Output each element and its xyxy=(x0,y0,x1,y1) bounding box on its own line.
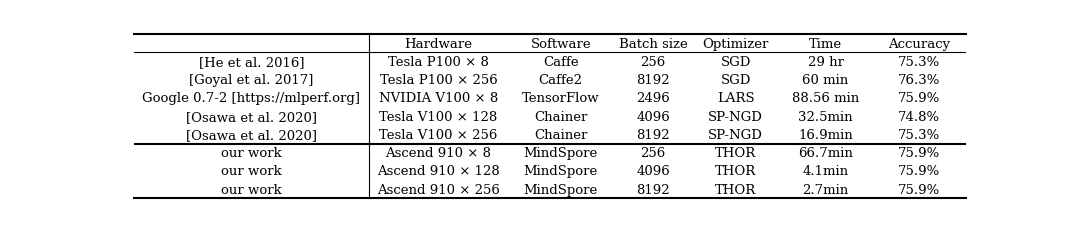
Text: Chainer: Chainer xyxy=(534,128,587,141)
Text: 75.9%: 75.9% xyxy=(898,92,940,105)
Text: Software: Software xyxy=(530,37,591,50)
Text: Hardware: Hardware xyxy=(405,37,472,50)
Text: Ascend 910 × 256: Ascend 910 × 256 xyxy=(377,183,500,196)
Text: THOR: THOR xyxy=(715,165,756,178)
Text: LARS: LARS xyxy=(717,92,754,105)
Text: SGD: SGD xyxy=(721,56,751,69)
Text: Tesla V100 × 128: Tesla V100 × 128 xyxy=(380,110,498,123)
Text: Accuracy: Accuracy xyxy=(888,37,951,50)
Text: 8192: 8192 xyxy=(636,74,670,87)
Text: 32.5min: 32.5min xyxy=(798,110,853,123)
Text: 74.8%: 74.8% xyxy=(898,110,940,123)
Text: 256: 256 xyxy=(641,56,665,69)
Text: [Osawa et al. 2020]: [Osawa et al. 2020] xyxy=(186,128,317,141)
Text: 75.3%: 75.3% xyxy=(898,128,940,141)
Text: 75.9%: 75.9% xyxy=(898,146,940,159)
Text: 75.9%: 75.9% xyxy=(898,183,940,196)
Text: MindSpore: MindSpore xyxy=(524,165,598,178)
Text: [Goyal et al. 2017]: [Goyal et al. 2017] xyxy=(189,74,313,87)
Text: 256: 256 xyxy=(641,146,665,159)
Text: 75.3%: 75.3% xyxy=(898,56,940,69)
Text: Google 0.7-2 [https://mlperf.org]: Google 0.7-2 [https://mlperf.org] xyxy=(143,92,361,105)
Text: 8192: 8192 xyxy=(636,128,670,141)
Text: [He et al. 2016]: [He et al. 2016] xyxy=(199,56,304,69)
Text: Chainer: Chainer xyxy=(534,110,587,123)
Text: Ascend 910 × 8: Ascend 910 × 8 xyxy=(385,146,491,159)
Text: Ascend 910 × 128: Ascend 910 × 128 xyxy=(377,165,500,178)
Text: SP-NGD: SP-NGD xyxy=(708,128,763,141)
Text: 76.3%: 76.3% xyxy=(898,74,940,87)
Text: Tesla P100 × 8: Tesla P100 × 8 xyxy=(388,56,489,69)
Text: 4096: 4096 xyxy=(636,110,670,123)
Text: TensorFlow: TensorFlow xyxy=(521,92,600,105)
Text: 29 hr: 29 hr xyxy=(808,56,843,69)
Text: 88.56 min: 88.56 min xyxy=(792,92,859,105)
Text: 2496: 2496 xyxy=(636,92,670,105)
Text: 60 min: 60 min xyxy=(803,74,849,87)
Text: Time: Time xyxy=(809,37,842,50)
Text: Caffe: Caffe xyxy=(543,56,578,69)
Text: Caffe2: Caffe2 xyxy=(539,74,583,87)
Text: [Osawa et al. 2020]: [Osawa et al. 2020] xyxy=(186,110,317,123)
Text: THOR: THOR xyxy=(715,183,756,196)
Text: NVIDIA V100 × 8: NVIDIA V100 × 8 xyxy=(379,92,498,105)
Text: 66.7min: 66.7min xyxy=(798,146,853,159)
Text: Optimizer: Optimizer xyxy=(703,37,769,50)
Text: our work: our work xyxy=(221,146,282,159)
Text: 4096: 4096 xyxy=(636,165,670,178)
Text: MindSpore: MindSpore xyxy=(524,183,598,196)
Text: our work: our work xyxy=(221,183,282,196)
Text: Tesla V100 × 256: Tesla V100 × 256 xyxy=(379,128,498,141)
Text: our work: our work xyxy=(221,165,282,178)
Text: Tesla P100 × 256: Tesla P100 × 256 xyxy=(380,74,498,87)
Text: SP-NGD: SP-NGD xyxy=(708,110,763,123)
Text: 2.7min: 2.7min xyxy=(803,183,849,196)
Text: SGD: SGD xyxy=(721,74,751,87)
Text: Batch size: Batch size xyxy=(619,37,688,50)
Text: MindSpore: MindSpore xyxy=(524,146,598,159)
Text: 8192: 8192 xyxy=(636,183,670,196)
Text: 4.1min: 4.1min xyxy=(803,165,849,178)
Text: THOR: THOR xyxy=(715,146,756,159)
Text: 75.9%: 75.9% xyxy=(898,165,940,178)
Text: 16.9min: 16.9min xyxy=(798,128,853,141)
